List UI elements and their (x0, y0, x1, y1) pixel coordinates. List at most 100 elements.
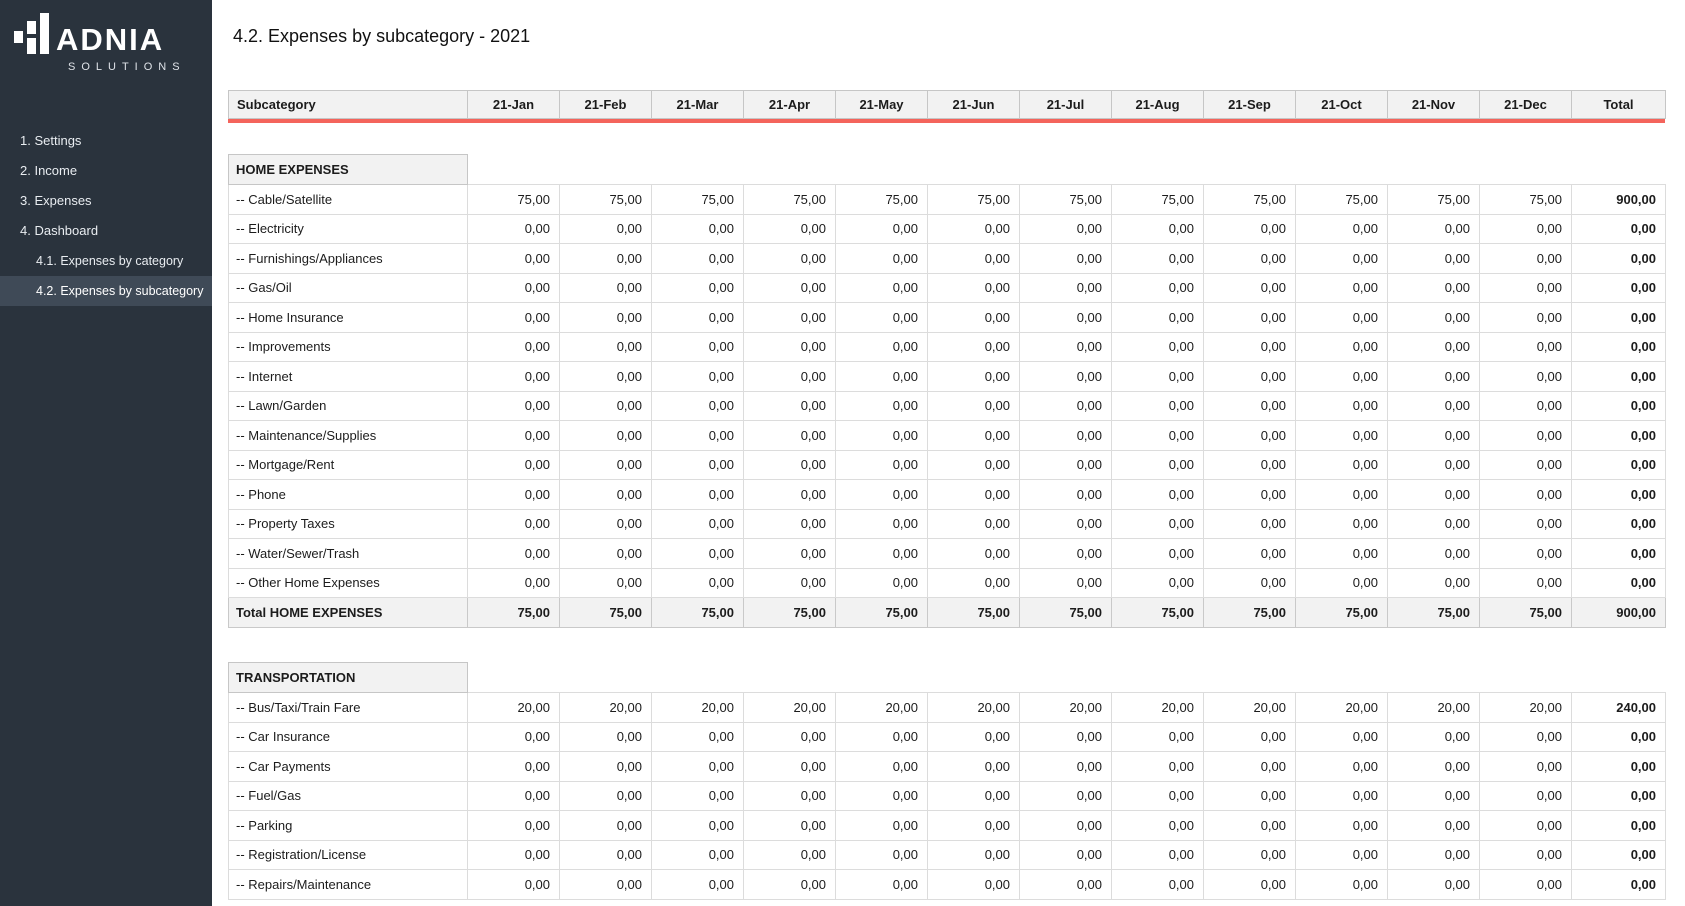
value-cell: 0,00 (467, 420, 560, 451)
row-label-cell: -- Parking (228, 810, 468, 841)
value-cell: 0,00 (743, 449, 836, 480)
value-cell: 0,00 (1203, 302, 1296, 333)
value-cell: 0,00 (651, 361, 744, 392)
section-gap (228, 123, 1665, 154)
value-cell: 0,00 (927, 449, 1020, 480)
row-label-cell: -- Gas/Oil (228, 272, 468, 303)
column-header-subcategory: Subcategory (228, 90, 468, 119)
value-cell: 0,00 (927, 810, 1020, 841)
value-cell: 0,00 (835, 567, 928, 598)
section-header-row: TRANSPORTATION (228, 662, 1666, 693)
table-row: -- Gas/Oil 0,00 0,00 0,00 0,00 0,00 0,00 0,00 0,… (228, 272, 1666, 303)
value-cell: 0,00 (927, 243, 1020, 274)
table-row: -- Furnishings/Appliances 0,00 0,00 0,00 0,0… (228, 243, 1666, 274)
main-content: 4.2. Expenses by subcategory - 2021 Subc… (212, 0, 1685, 906)
value-cell: 0,00 (1479, 869, 1572, 900)
value-cell: 75,00 (1295, 184, 1388, 215)
blank-cell (559, 662, 652, 693)
blank-cell (1295, 662, 1388, 693)
value-cell: 0,00 (1111, 780, 1204, 811)
value-cell: 0,00 (1295, 243, 1388, 274)
value-cell: 0,00 (1479, 538, 1572, 569)
row-label-cell: -- Bus/Taxi/Train Fare (228, 692, 468, 723)
total-row-value-cell: 75,00 (1203, 597, 1296, 628)
column-header-21-feb: 21-Feb (559, 90, 652, 119)
row-total-cell: 0,00 (1571, 869, 1666, 900)
table-sections: HOME EXPENSES -- Cable/Satellite 75,00 75,0… (228, 123, 1666, 900)
value-cell: 0,00 (835, 390, 928, 421)
value-cell: 0,00 (1479, 479, 1572, 510)
value-cell: 0,00 (1111, 361, 1204, 392)
table-row: -- Water/Sewer/Trash 0,00 0,00 0,00 0,00 0,00… (228, 538, 1666, 569)
table-row: -- Parking 0,00 0,00 0,00 0,00 0,00 0,00 0,00 0,… (228, 810, 1666, 841)
value-cell: 0,00 (1479, 213, 1572, 244)
sidebar-item-expenses-by-subcategory[interactable]: 4.2. Expenses by subcategory (0, 276, 212, 306)
value-cell: 0,00 (467, 331, 560, 362)
value-cell: 0,00 (927, 213, 1020, 244)
blank-cell (743, 154, 836, 185)
value-cell: 0,00 (1387, 839, 1480, 870)
value-cell: 0,00 (559, 567, 652, 598)
column-header-21-sep: 21-Sep (1203, 90, 1296, 119)
value-cell: 0,00 (743, 869, 836, 900)
blank-cell (1203, 154, 1296, 185)
value-cell: 0,00 (1019, 243, 1112, 274)
table-row: -- Other Home Expenses 0,00 0,00 0,00 0,00 0,… (228, 567, 1666, 598)
row-total-cell: 0,00 (1571, 361, 1666, 392)
value-cell: 0,00 (1111, 538, 1204, 569)
value-cell: 0,00 (1203, 449, 1296, 480)
row-label-cell: -- Car Payments (228, 751, 468, 782)
brand-name: ADNIA (56, 21, 165, 57)
value-cell: 0,00 (927, 869, 1020, 900)
value-cell: 0,00 (927, 479, 1020, 510)
value-cell: 0,00 (1295, 538, 1388, 569)
total-row-value-cell: 75,00 (467, 597, 560, 628)
value-cell: 0,00 (835, 508, 928, 539)
value-cell: 0,00 (1019, 449, 1112, 480)
value-cell: 0,00 (559, 869, 652, 900)
value-cell: 0,00 (743, 302, 836, 333)
value-cell: 0,00 (1479, 780, 1572, 811)
sidebar-item-expenses[interactable]: 3. Expenses (20, 193, 92, 208)
value-cell: 0,00 (743, 331, 836, 362)
value-cell: 75,00 (559, 184, 652, 215)
blank-cell (1111, 154, 1204, 185)
row-total-cell: 0,00 (1571, 567, 1666, 598)
value-cell: 0,00 (1019, 361, 1112, 392)
value-cell: 0,00 (1295, 302, 1388, 333)
value-cell: 0,00 (559, 361, 652, 392)
value-cell: 20,00 (651, 692, 744, 723)
value-cell: 20,00 (927, 692, 1020, 723)
value-cell: 0,00 (927, 331, 1020, 362)
value-cell: 0,00 (559, 839, 652, 870)
value-cell: 0,00 (467, 213, 560, 244)
sidebar-item-dashboard[interactable]: 4. Dashboard (20, 223, 99, 238)
blank-cell (1387, 154, 1480, 185)
total-row-value-cell: 75,00 (835, 597, 928, 628)
column-header-21-oct: 21-Oct (1295, 90, 1388, 119)
value-cell: 0,00 (1019, 272, 1112, 303)
value-cell: 0,00 (467, 780, 560, 811)
value-cell: 75,00 (743, 184, 836, 215)
row-total-cell: 0,00 (1571, 272, 1666, 303)
value-cell: 0,00 (743, 479, 836, 510)
value-cell: 0,00 (467, 449, 560, 480)
value-cell: 0,00 (835, 213, 928, 244)
value-cell: 0,00 (1387, 508, 1480, 539)
sidebar-item-expenses-by-category[interactable]: 4.1. Expenses by category (36, 254, 184, 268)
blank-cell (927, 154, 1020, 185)
value-cell: 0,00 (1019, 508, 1112, 539)
value-cell: 0,00 (1019, 869, 1112, 900)
value-cell: 0,00 (1479, 272, 1572, 303)
value-cell: 20,00 (559, 692, 652, 723)
row-label-cell: -- Lawn/Garden (228, 390, 468, 421)
row-total-cell: 0,00 (1571, 243, 1666, 274)
table-row: -- Property Taxes 0,00 0,00 0,00 0,00 0,00 0,0… (228, 508, 1666, 539)
sidebar-item-income[interactable]: 2. Income (20, 163, 78, 178)
blank-cell (743, 662, 836, 693)
expenses-table: Subcategory 21-Jan 21-Feb 21-Mar 21-Apr 21-Ma… (228, 90, 1666, 900)
row-total-cell: 0,00 (1571, 751, 1666, 782)
sidebar-item-settings[interactable]: 1. Settings (20, 133, 82, 148)
table-row: -- Maintenance/Supplies 0,00 0,00 0,00 0,00 0… (228, 420, 1666, 451)
value-cell: 75,00 (927, 184, 1020, 215)
